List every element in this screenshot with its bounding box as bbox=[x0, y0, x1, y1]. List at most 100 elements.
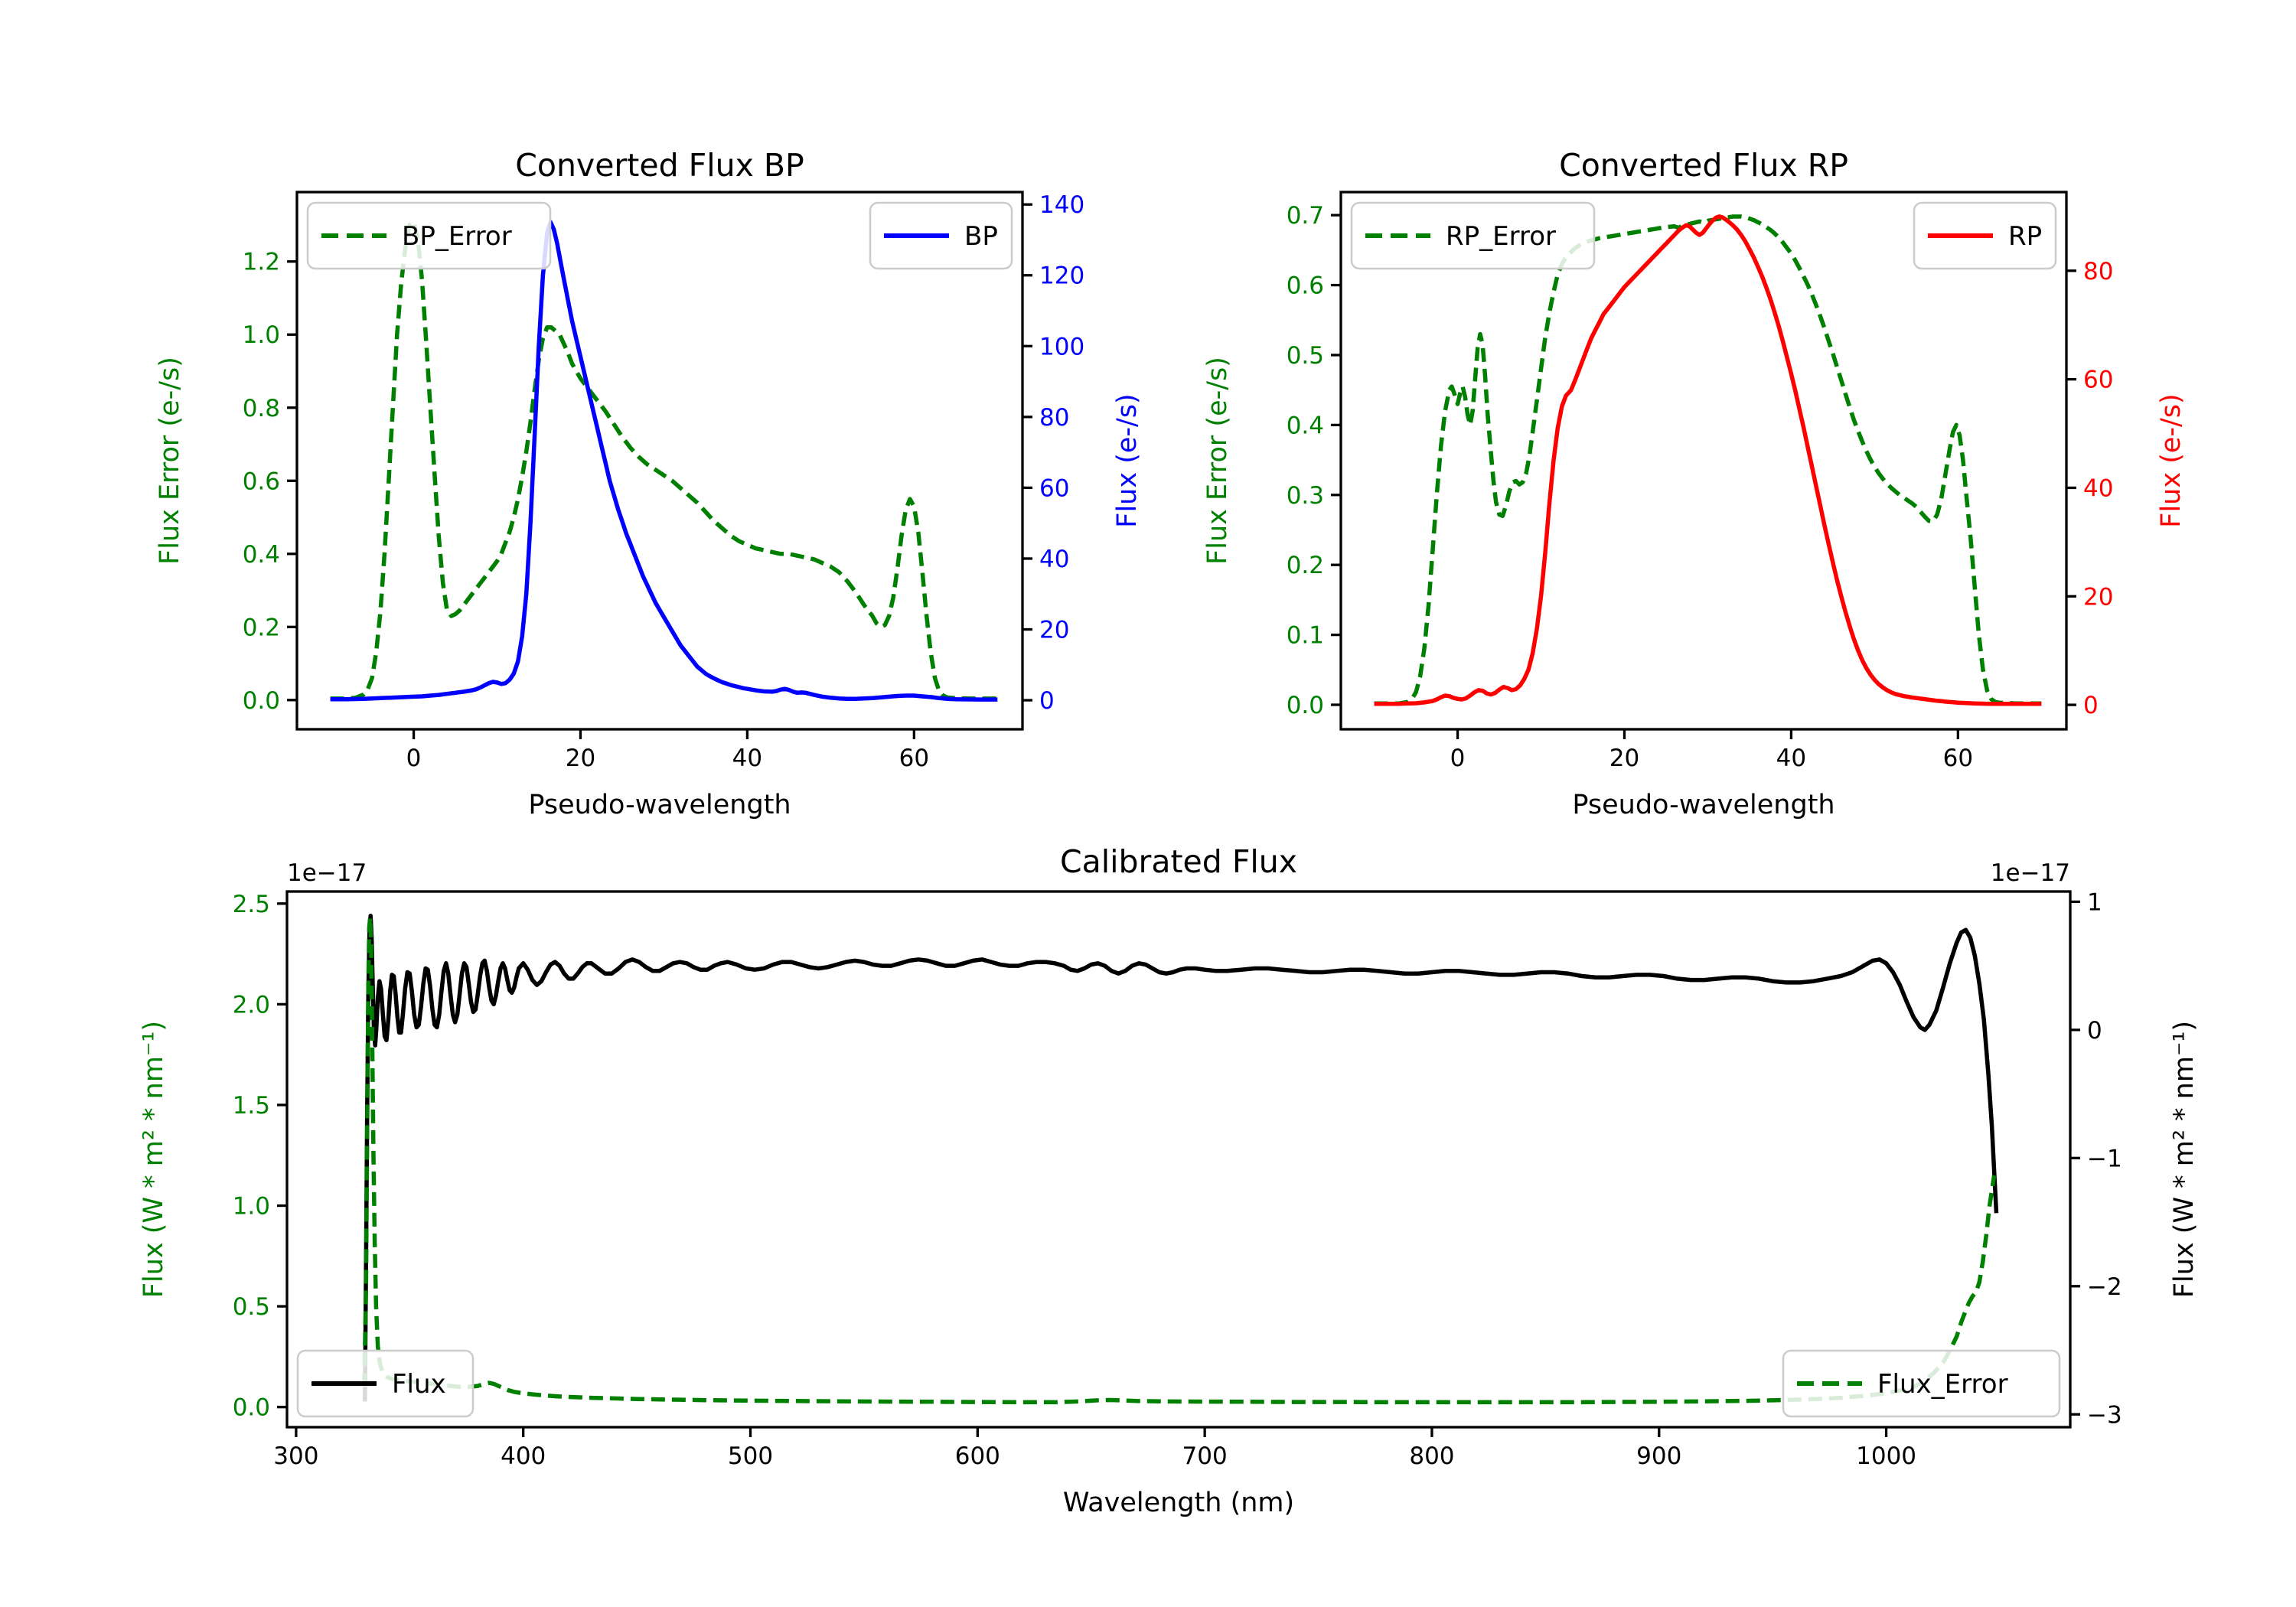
right-y-tick-label: 80 bbox=[1039, 404, 1069, 432]
rp-line bbox=[1374, 214, 2042, 706]
x-tick-label: 60 bbox=[899, 745, 929, 772]
legend-rp-error: RP_Error bbox=[1350, 201, 1596, 270]
legend-flux-error: Flux_Error bbox=[1782, 1349, 2061, 1418]
x-tick-label: 1000 bbox=[1856, 1442, 1916, 1470]
x-tick-label: 20 bbox=[1609, 745, 1639, 772]
legend-label: Flux bbox=[392, 1369, 446, 1400]
left-y-tick-label: 0.1 bbox=[1287, 622, 1324, 650]
right-y-tick-label: 20 bbox=[2083, 583, 2113, 611]
right-y-tick-label: 40 bbox=[1039, 546, 1069, 573]
left-y-tick-label: 0.2 bbox=[1287, 552, 1324, 579]
bp-series-group bbox=[330, 219, 998, 702]
left-y-tick-label: 0.8 bbox=[243, 395, 280, 422]
left-y-tick-label: 0.0 bbox=[233, 1394, 270, 1422]
right-y-tick-label: 40 bbox=[2083, 474, 2113, 502]
x-tick-label: 500 bbox=[728, 1442, 773, 1470]
left-y-tick-label: 0.5 bbox=[1287, 342, 1324, 370]
cal-left-yaxis-label: Flux (W * m² * nm⁻¹) bbox=[139, 1021, 169, 1298]
cal-spines bbox=[285, 890, 2072, 1429]
bp-left-yaxis-label: Flux Error (e-/s) bbox=[155, 357, 185, 565]
left-y-tick-label: 1.2 bbox=[243, 249, 280, 276]
x-tick-label: 0 bbox=[406, 745, 422, 772]
cal-title: Calibrated Flux bbox=[1060, 843, 1297, 880]
rp-plot-area bbox=[1341, 192, 2066, 729]
flux-line bbox=[363, 914, 1999, 1402]
x-tick-label: 900 bbox=[1636, 1442, 1681, 1470]
chart-rp: 0 20 40 60 0.0 0.1 0.2 0.3 0.4 0.5 0.6 0.7 0 20 40 60 80… bbox=[1287, 191, 2113, 772]
bp-title: Converted Flux BP bbox=[515, 147, 804, 184]
right-y-tick-label: 140 bbox=[1039, 191, 1084, 219]
legend-rp: RP bbox=[1913, 201, 2057, 270]
left-y-tick-label: 0.0 bbox=[1287, 692, 1324, 719]
rp-xaxis-label: Pseudo-wavelength bbox=[1572, 790, 1835, 820]
legend-box bbox=[306, 201, 552, 270]
x-tick-label: 400 bbox=[501, 1442, 546, 1470]
left-y-tick-label: 0.5 bbox=[233, 1293, 270, 1321]
plots-group: 0 20 40 600.00.20.40.60.81.01.2020406080100… bbox=[233, 191, 2122, 1470]
x-tick-label: 600 bbox=[955, 1442, 1000, 1470]
legend-label: RP bbox=[2008, 221, 2042, 252]
x-tick-label: 300 bbox=[273, 1442, 318, 1470]
legend-bp-error: BP_Error bbox=[306, 201, 552, 270]
rp-right-yaxis-label: Flux (e-/s) bbox=[2156, 393, 2187, 527]
text-layer: Converted Flux BP Converted Flux RP Cali… bbox=[139, 147, 2200, 1518]
x-tick-label: 800 bbox=[1409, 1442, 1454, 1470]
bp-spines bbox=[295, 191, 1024, 731]
right-y-tick-label: −2 bbox=[2087, 1273, 2122, 1301]
x-tick-label: 60 bbox=[1943, 745, 1973, 772]
left-y-tick-label: 2.5 bbox=[233, 891, 270, 918]
bp-xaxis-label: Pseudo-wavelength bbox=[528, 790, 791, 820]
left-y-tick-label: 0.7 bbox=[1287, 202, 1324, 230]
legend-box bbox=[296, 1349, 475, 1418]
right-y-tick-label: 100 bbox=[1039, 333, 1084, 360]
x-tick-label: 40 bbox=[1776, 745, 1806, 772]
chart-cal: 300 400 500 600 700 800 900 1000 0.0 0.5 1.0 1.5 2.0… bbox=[233, 888, 2122, 1470]
right-y-tick-label: 60 bbox=[1039, 474, 1069, 502]
cal-xaxis-label: Wavelength (nm) bbox=[1063, 1488, 1294, 1518]
chart-bp: 0 20 40 60 0.0 0.2 0.4 0.6 0.8 1.0 1.2 0 20 40 60 80 100… bbox=[243, 191, 1084, 772]
legend-label: BP bbox=[964, 221, 998, 252]
x-tick-label: 700 bbox=[1182, 1442, 1228, 1470]
left-y-tick-label: 1.5 bbox=[233, 1092, 270, 1120]
left-y-tick-label: 0.6 bbox=[1287, 272, 1324, 300]
rp-series-group bbox=[1374, 214, 2042, 706]
left-y-tick-label: 0.4 bbox=[243, 541, 280, 569]
left-y-tick-label: 0.6 bbox=[243, 468, 280, 495]
left-y-tick-label: 1.0 bbox=[233, 1193, 270, 1221]
legend-box bbox=[1350, 201, 1596, 270]
left-y-tick-label: 0.2 bbox=[243, 614, 280, 641]
left-y-tick-label: 0.0 bbox=[243, 687, 280, 715]
bp-error-line bbox=[330, 219, 998, 701]
cal-right-yaxis-label: Flux (W * m² * nm⁻¹) bbox=[2169, 1021, 2200, 1298]
rp-title: Converted Flux RP bbox=[1559, 147, 1848, 184]
right-y-tick-label: 80 bbox=[2083, 258, 2113, 285]
legend-bp: BP bbox=[869, 201, 1013, 270]
rp-spines bbox=[1339, 191, 2068, 731]
bp-right-yaxis-label: Flux (e-/s) bbox=[1112, 393, 1143, 527]
bp-line bbox=[330, 220, 998, 702]
right-y-tick-label: 20 bbox=[1039, 617, 1069, 644]
right-y-tick-label: 60 bbox=[2083, 367, 2113, 394]
x-tick-label: 20 bbox=[566, 745, 595, 772]
x-tick-label: 40 bbox=[732, 745, 762, 772]
left-y-tick-label: 1.0 bbox=[243, 321, 280, 349]
right-y-tick-label: 120 bbox=[1039, 262, 1084, 290]
legend-flux: Flux bbox=[296, 1349, 475, 1418]
right-y-tick-label: 1 bbox=[2087, 888, 2102, 916]
x-tick-label: 0 bbox=[1450, 745, 1466, 772]
legend-label: RP_Error bbox=[1446, 221, 1556, 252]
left-y-tick-label: 0.4 bbox=[1287, 412, 1324, 439]
legend-label: BP_Error bbox=[402, 221, 512, 252]
right-y-tick-label: −1 bbox=[2087, 1145, 2122, 1172]
left-y-tick-label: 2.0 bbox=[233, 991, 270, 1019]
right-y-tick-label: −3 bbox=[2087, 1401, 2122, 1429]
cal-left-offset-text: 1e−17 bbox=[287, 859, 367, 887]
legend-box bbox=[1782, 1349, 2061, 1418]
cal-right-offset-text: 1e−17 bbox=[1991, 859, 2070, 887]
rp-left-yaxis-label: Flux Error (e-/s) bbox=[1202, 357, 1233, 565]
left-y-tick-label: 0.3 bbox=[1287, 482, 1324, 510]
right-y-tick-label: 0 bbox=[1039, 687, 1055, 715]
right-y-tick-label: 0 bbox=[2087, 1017, 2102, 1045]
